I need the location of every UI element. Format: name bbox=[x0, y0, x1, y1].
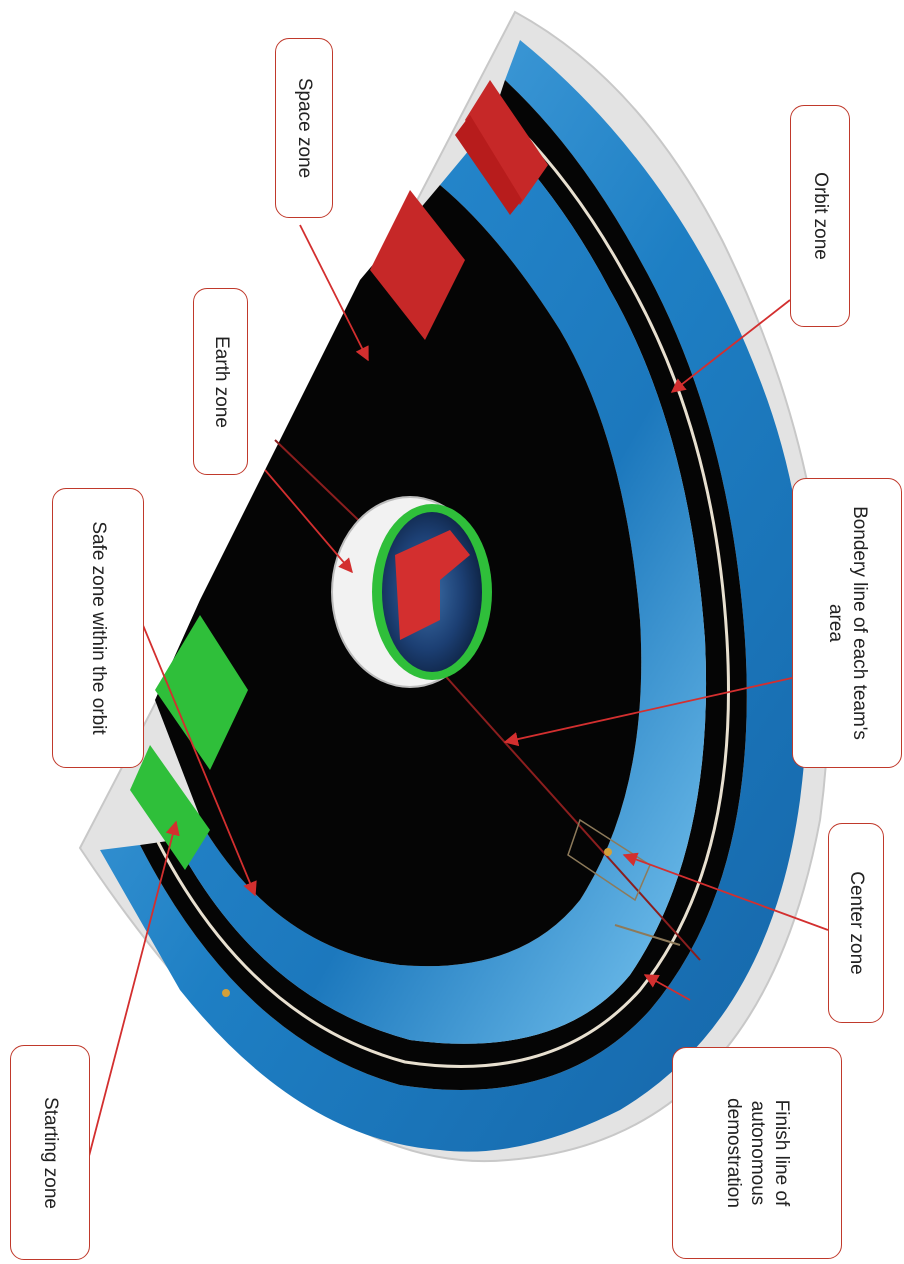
arrow-boundary-line bbox=[503, 677, 793, 747]
red-zone-orbit-inner bbox=[455, 115, 522, 215]
callout-space-zone: Space zone bbox=[275, 38, 333, 218]
label-finish-line: Finish line of autonomous demostration bbox=[723, 1098, 792, 1208]
callout-earth-zone: Earth zone bbox=[193, 288, 248, 475]
green-zone-space bbox=[155, 615, 248, 770]
label-boundary-line: Bondery line of each team's area bbox=[825, 506, 870, 740]
start-robot-icon bbox=[222, 989, 230, 997]
boundary-line-lower bbox=[439, 669, 701, 961]
arrow-center-zone bbox=[622, 852, 829, 931]
arrow-finish-line bbox=[643, 974, 691, 1001]
callout-boundary-line: Bondery line of each team's area bbox=[792, 478, 902, 768]
arrow-earth-zone bbox=[264, 469, 353, 574]
arrow-orbit-zone bbox=[670, 299, 791, 393]
earth-red-pointer bbox=[395, 530, 470, 640]
label-center-zone: Center zone bbox=[846, 871, 867, 975]
red-zone-space bbox=[370, 190, 465, 340]
callout-center-zone: Center zone bbox=[828, 823, 884, 1023]
finish-line-mark bbox=[614, 924, 681, 946]
callout-finish-line: Finish line of autonomous demostration bbox=[672, 1047, 842, 1259]
label-earth-zone: Earth zone bbox=[210, 335, 232, 428]
label-orbit-zone: Orbit zone bbox=[810, 172, 831, 260]
callout-starting-zone: Starting zone bbox=[10, 1045, 90, 1260]
center-robot-icon bbox=[604, 848, 612, 856]
arrow-safe-zone bbox=[139, 617, 257, 897]
arrow-starting-zone bbox=[87, 820, 180, 1161]
callout-safe-zone: Safe zone within the orbit bbox=[52, 488, 144, 768]
green-zone-starting bbox=[130, 745, 210, 870]
arrow-space-zone bbox=[299, 224, 369, 362]
red-zone-orbit bbox=[465, 80, 548, 205]
orbit-line bbox=[156, 103, 730, 1068]
callout-orbit-zone: Orbit zone bbox=[790, 105, 850, 327]
label-space-zone: Space zone bbox=[294, 77, 315, 179]
center-zone-box bbox=[567, 818, 651, 902]
label-safe-zone: Safe zone within the orbit bbox=[88, 521, 109, 735]
label-starting-zone: Starting zone bbox=[40, 1096, 61, 1209]
